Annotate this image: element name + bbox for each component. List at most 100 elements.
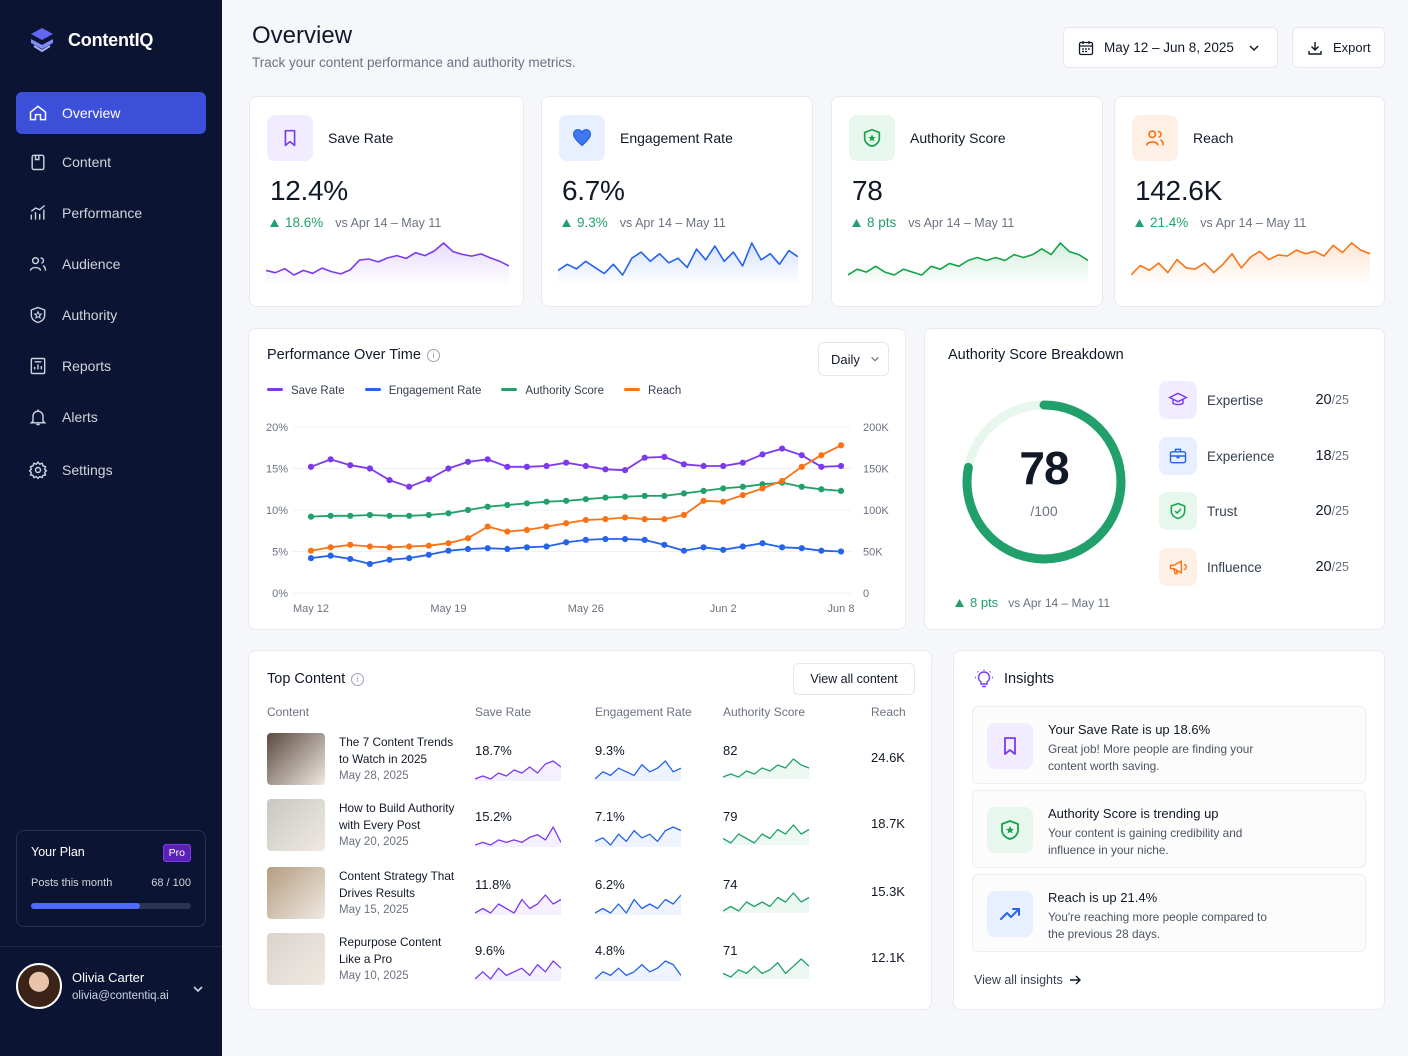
data-point[interactable] [425,511,432,519]
data-point[interactable] [700,462,707,470]
data-point[interactable] [621,493,629,500]
data-point[interactable] [523,526,531,534]
data-point[interactable] [366,511,373,519]
data-point[interactable] [680,547,688,554]
data-point[interactable] [386,544,393,551]
data-point[interactable] [818,547,825,554]
data-point[interactable] [680,490,688,497]
data-point[interactable] [798,483,805,490]
data-point[interactable] [798,452,805,459]
data-point[interactable] [739,483,746,490]
data-point[interactable] [347,462,354,469]
data-point[interactable] [307,555,315,562]
date-range-picker[interactable]: May 12 – Jun 8, 2025 [1063,27,1278,68]
export-button[interactable]: Export [1292,27,1385,68]
view-all-content-button[interactable]: View all content [793,663,915,695]
data-point[interactable] [798,463,805,470]
data-point[interactable] [818,463,825,470]
data-point[interactable] [347,512,354,519]
data-point[interactable] [327,512,334,519]
data-point[interactable] [837,462,845,470]
data-point[interactable] [406,512,413,519]
data-point[interactable] [386,477,393,484]
data-point[interactable] [504,463,511,470]
data-point[interactable] [759,540,766,547]
data-point[interactable] [602,516,609,523]
data-point[interactable] [445,510,452,517]
data-point[interactable] [445,465,452,472]
legend-item[interactable]: Authority Score [501,385,604,397]
data-point[interactable] [621,535,629,543]
data-point[interactable] [504,501,511,509]
data-point[interactable] [307,547,315,554]
data-point[interactable] [680,461,688,468]
data-point[interactable] [720,462,727,470]
data-point[interactable] [543,543,550,550]
data-point[interactable] [406,483,413,490]
data-point[interactable] [327,544,334,551]
data-point[interactable] [700,497,707,504]
data-point[interactable] [347,541,354,548]
data-point[interactable] [739,491,746,499]
data-point[interactable] [543,498,550,505]
data-point[interactable] [406,555,413,562]
data-point[interactable] [641,516,648,523]
nav-item-performance[interactable]: Performance [16,192,206,234]
data-point[interactable] [680,511,688,519]
info-icon[interactable]: i [351,673,365,686]
data-point[interactable] [720,498,727,505]
insight-item[interactable]: Authority Score is trending up Your cont… [972,790,1366,868]
data-point[interactable] [563,459,570,466]
nav-item-authority[interactable]: Authority [16,294,206,336]
data-point[interactable] [445,547,452,554]
data-point[interactable] [327,552,334,559]
data-point[interactable] [307,513,315,520]
data-point[interactable] [464,545,472,553]
kpi-card[interactable]: Save Rate 12.4% 18.6% vs Apr 14 – May 11 [249,96,524,307]
data-point[interactable] [837,548,845,555]
data-point[interactable] [464,506,472,514]
nav-item-content[interactable]: Content [16,141,206,183]
data-point[interactable] [582,516,589,524]
data-point[interactable] [582,496,589,503]
data-point[interactable] [543,462,550,470]
legend-item[interactable]: Reach [624,385,681,397]
data-point[interactable] [425,542,432,549]
data-point[interactable] [739,543,746,550]
chevron-down-icon[interactable] [192,983,204,995]
data-point[interactable] [837,487,845,495]
data-point[interactable] [484,456,491,463]
data-point[interactable] [621,514,629,521]
data-point[interactable] [386,556,393,563]
data-point[interactable] [563,497,570,504]
data-point[interactable] [327,456,334,463]
insight-item[interactable]: Reach is up 21.4% You're reaching more p… [972,874,1366,952]
data-point[interactable] [366,560,373,568]
kpi-card[interactable]: Engagement Rate 6.7% 9.3% vs Apr 14 – Ma… [541,96,813,307]
data-point[interactable] [779,544,786,551]
data-point[interactable] [759,485,766,492]
data-point[interactable] [504,545,511,553]
view-all-insights-link[interactable]: View all insights [974,973,1081,987]
data-point[interactable] [366,465,373,472]
data-point[interactable] [307,463,315,470]
info-icon[interactable]: i [426,349,440,362]
data-point[interactable] [641,536,648,543]
data-point[interactable] [484,503,491,510]
user-menu[interactable]: Olivia Carter olivia@contentiq.ai [16,963,169,1009]
data-point[interactable] [818,452,825,459]
nav-item-audience[interactable]: Audience [16,243,206,285]
legend-item[interactable]: Engagement Rate [364,385,481,397]
data-point[interactable] [641,454,648,461]
period-select[interactable]: Daily [818,342,889,376]
data-point[interactable] [523,463,531,470]
legend-item[interactable]: Save Rate [267,385,345,397]
data-point[interactable] [759,451,766,458]
kpi-card[interactable]: Authority Score 78 8 pts vs Apr 14 – May… [831,96,1103,307]
data-point[interactable] [504,528,511,535]
nav-item-reports[interactable]: Reports [16,345,206,387]
data-point[interactable] [425,551,432,558]
brand[interactable]: ContentIQ [28,26,153,54]
data-point[interactable] [523,544,531,551]
data-point[interactable] [484,545,491,552]
